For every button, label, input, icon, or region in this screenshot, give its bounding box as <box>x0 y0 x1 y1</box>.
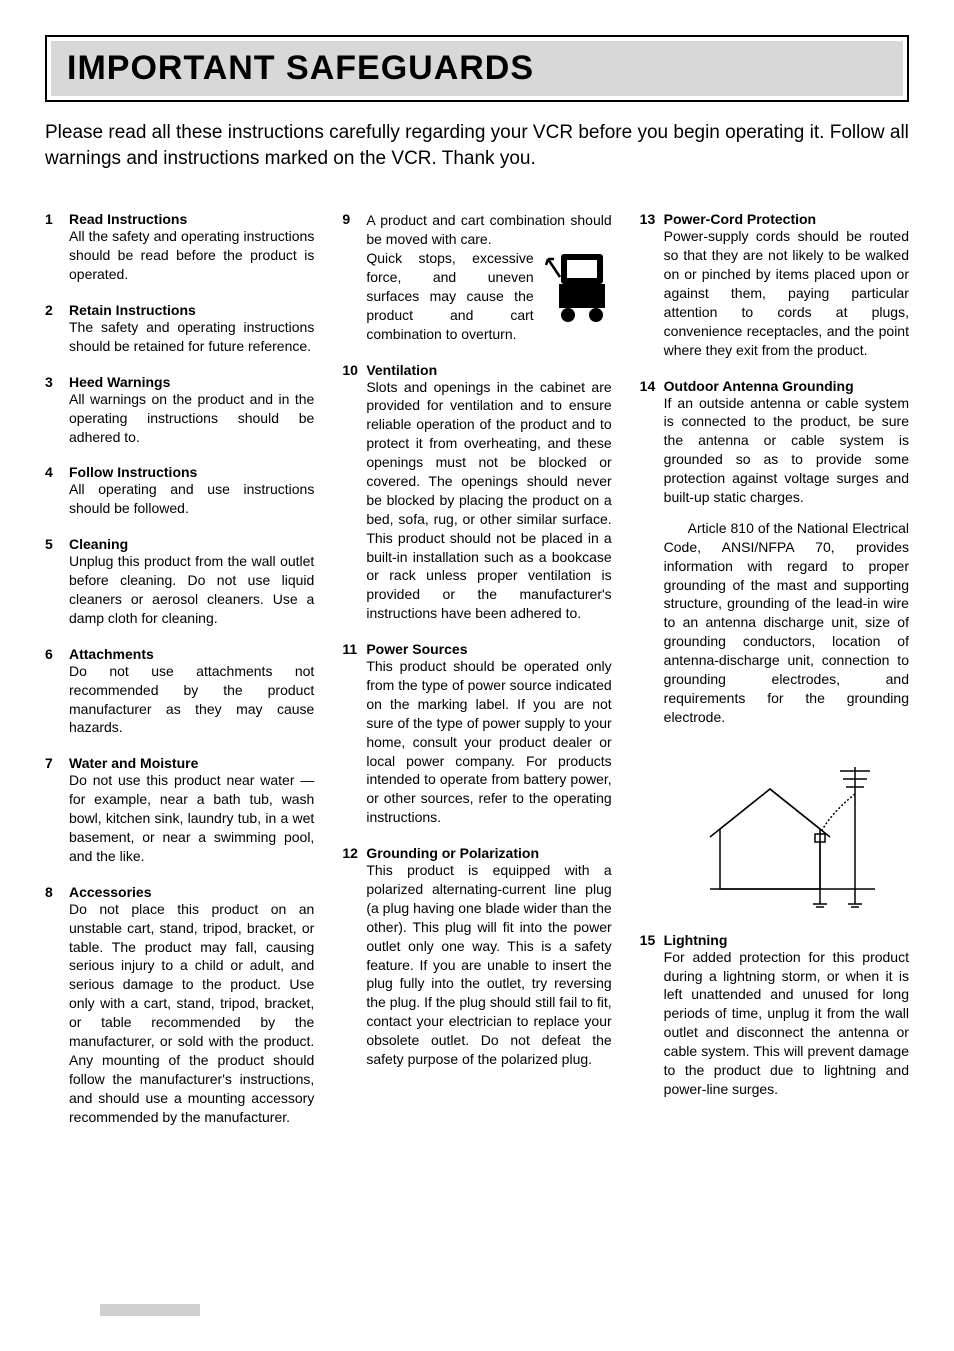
item-number: 6 <box>45 646 69 738</box>
safeguard-item: 6 Attachments Do not use attachments not… <box>45 646 314 738</box>
item-content: A product and cart combination should be… <box>366 211 611 343</box>
item-number: 15 <box>640 932 664 1099</box>
item-body: Do not use this product near water — for… <box>69 771 314 865</box>
item-content: Power-Cord Protection Power-supply cords… <box>664 211 909 359</box>
item-body: If an outside antenna or cable system is… <box>664 394 909 507</box>
item-content: Attachments Do not use attachments not r… <box>69 646 314 738</box>
item-body: All operating and use instructions shoul… <box>69 480 314 518</box>
item-content: Lightning For added protection for this … <box>664 932 909 1099</box>
item-number: 10 <box>342 362 366 624</box>
item-body: Power-supply cords should be routed so t… <box>664 227 909 359</box>
item-content: Power Sources This product should be ope… <box>366 641 611 827</box>
item-content: Outdoor Antenna Grounding If an outside … <box>664 378 909 727</box>
item-body: This product is equipped with a polarize… <box>366 861 611 1069</box>
item-body-wrap: Quick stops, excessive force, and uneven… <box>366 249 533 343</box>
item-number: 3 <box>45 374 69 447</box>
item-title: Grounding or Polarization <box>366 845 611 861</box>
item-number: 14 <box>640 378 664 727</box>
safeguard-item: 1 Read Instructions All the safety and o… <box>45 211 314 284</box>
item-content: Heed Warnings All warnings on the produc… <box>69 374 314 447</box>
safeguard-item: 8 Accessories Do not place this product … <box>45 884 314 1127</box>
item-number: 7 <box>45 755 69 865</box>
item-number: 9 <box>342 211 366 343</box>
item-content: Water and Moisture Do not use this produ… <box>69 755 314 865</box>
item-number: 8 <box>45 884 69 1127</box>
safeguard-item: 13 Power-Cord Protection Power-supply co… <box>640 211 909 359</box>
item-title: Accessories <box>69 884 314 900</box>
columns: 1 Read Instructions All the safety and o… <box>45 211 909 1144</box>
column-1: 1 Read Instructions All the safety and o… <box>45 211 314 1144</box>
item-content: Grounding or Polarization This product i… <box>366 845 611 1069</box>
safeguard-item: 12 Grounding or Polarization This produc… <box>342 845 611 1069</box>
item-title: Retain Instructions <box>69 302 314 318</box>
item-content: Cleaning Unplug this product from the wa… <box>69 536 314 628</box>
item-title: Power-Cord Protection <box>664 211 909 227</box>
item-number: 13 <box>640 211 664 359</box>
item-body: For added protection for this product du… <box>664 948 909 1099</box>
safeguard-item: 9 A product and cart combination should … <box>342 211 611 343</box>
item-title: Read Instructions <box>69 211 314 227</box>
page-title: IMPORTANT SAFEGUARDS <box>67 49 534 87</box>
column-3: 13 Power-Cord Protection Power-supply co… <box>640 211 909 1144</box>
cart-wrap: Quick stops, excessive force, and uneven… <box>366 249 611 343</box>
item-body-lead: A product and cart combination should be… <box>366 211 611 249</box>
item-title: Attachments <box>69 646 314 662</box>
item-content: Retain Instructions The safety and opera… <box>69 302 314 356</box>
item-number: 1 <box>45 211 69 284</box>
title-inner: IMPORTANT SAFEGUARDS <box>51 41 903 96</box>
item-title: Follow Instructions <box>69 464 314 480</box>
safeguard-item: 5 Cleaning Unplug this product from the … <box>45 536 314 628</box>
item-title: Outdoor Antenna Grounding <box>664 378 909 394</box>
item-content: Follow Instructions All operating and us… <box>69 464 314 518</box>
item-title: Ventilation <box>366 362 611 378</box>
item-content: Ventilation Slots and openings in the ca… <box>366 362 611 624</box>
item-title: Power Sources <box>366 641 611 657</box>
item-content: Read Instructions All the safety and ope… <box>69 211 314 284</box>
item-body: Unplug this product from the wall outlet… <box>69 552 314 628</box>
safeguard-item: 11 Power Sources This product should be … <box>342 641 611 827</box>
item-number: 11 <box>342 641 366 827</box>
page-number-bar <box>100 1304 200 1316</box>
cart-tv-warning-icon <box>542 249 612 327</box>
item-number: 2 <box>45 302 69 356</box>
title-box: IMPORTANT SAFEGUARDS <box>45 35 909 102</box>
safeguard-item: 2 Retain Instructions The safety and ope… <box>45 302 314 356</box>
item-title: Water and Moisture <box>69 755 314 771</box>
item-title: Lightning <box>664 932 909 948</box>
item-body: Do not use attachments not recommended b… <box>69 662 314 738</box>
item-body-para2: Article 810 of the National Electrical C… <box>664 519 909 727</box>
item-number: 4 <box>45 464 69 518</box>
item-title: Heed Warnings <box>69 374 314 390</box>
item-body: All warnings on the product and in the o… <box>69 390 314 447</box>
item-content: Accessories Do not place this product on… <box>69 884 314 1127</box>
house-antenna-grounding-icon <box>700 759 900 909</box>
item-number: 12 <box>342 845 366 1069</box>
item-body: Slots and openings in the cabinet are pr… <box>366 378 611 624</box>
item-title: Cleaning <box>69 536 314 552</box>
safeguard-item: 7 Water and Moisture Do not use this pro… <box>45 755 314 865</box>
item-body: Do not place this product on an unstable… <box>69 900 314 1127</box>
item-number: 5 <box>45 536 69 628</box>
column-2: 9 A product and cart combination should … <box>342 211 611 1144</box>
safeguard-item: 14 Outdoor Antenna Grounding If an outsi… <box>640 378 909 727</box>
intro-text: Please read all these instructions caref… <box>45 120 909 171</box>
safeguard-item: 3 Heed Warnings All warnings on the prod… <box>45 374 314 447</box>
item-body: The safety and operating instructions sh… <box>69 318 314 356</box>
safeguard-item: 4 Follow Instructions All operating and … <box>45 464 314 518</box>
item-body: This product should be operated only fro… <box>366 657 611 827</box>
safeguard-item: 15 Lightning For added protection for th… <box>640 932 909 1099</box>
item-body: All the safety and operating instruction… <box>69 227 314 284</box>
safeguard-item: 10 Ventilation Slots and openings in the… <box>342 362 611 624</box>
